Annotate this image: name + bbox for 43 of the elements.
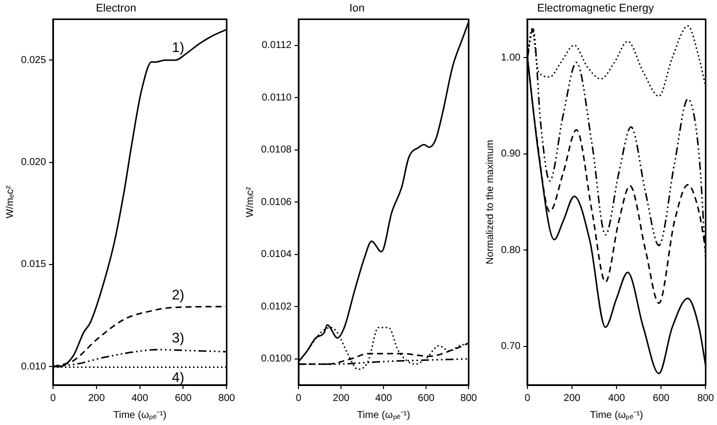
chart-title: Electron: [96, 2, 136, 15]
y-tick-label: 0.015: [20, 259, 46, 270]
x-tick-label: 800: [218, 392, 236, 404]
y-tick-label: 0.0106: [260, 196, 292, 208]
y-tick-label: 0.90: [500, 148, 521, 160]
y-tick-label: 0.0108: [260, 144, 292, 156]
x-tick-label: 600: [174, 392, 192, 404]
y-axis-title: Normalized to the maximum: [484, 140, 496, 264]
x-tick-label: 400: [131, 392, 149, 404]
x-tick-label: 0: [524, 392, 531, 404]
y-axis-title: W/mₑc²: [4, 185, 16, 218]
x-axis-title: Time (ωₚₑ⁻¹): [590, 410, 644, 421]
y-tick-label: 0.0104: [260, 249, 292, 260]
series-label: 3): [172, 330, 184, 346]
y-tick-label: 0.0102: [260, 301, 292, 312]
x-axis-title: Time (ωₚₑ⁻¹): [113, 410, 166, 421]
x-tick-label: 400: [608, 392, 626, 404]
y-tick-label: 0.0100: [260, 354, 292, 365]
series-label: 4): [172, 369, 184, 386]
y-tick-label: 0.0110: [262, 92, 292, 104]
y-tick-label: 1.00: [500, 52, 521, 64]
x-tick-label: 800: [697, 392, 714, 404]
y-tick-label: 0.010: [20, 361, 46, 372]
x-tick-label: 0: [50, 392, 56, 404]
x-axis-title: Time (ωₚₑ⁻¹): [357, 410, 410, 421]
x-tick-label: 0: [296, 392, 302, 404]
y-tick-label: 0.020: [20, 157, 46, 168]
y-tick-label: 0.0112: [262, 40, 292, 52]
x-tick-label: 800: [460, 392, 478, 404]
x-tick-label: 200: [88, 392, 106, 404]
chart-title: Electromagnetic Energy: [537, 2, 654, 15]
series-label: 1): [172, 38, 184, 55]
y-axis-title: W/mᵢc²: [244, 186, 256, 218]
x-tick-label: 400: [375, 392, 392, 404]
y-tick-label: 0.70: [500, 341, 521, 352]
x-tick-label: 200: [564, 392, 581, 404]
x-tick-label: 200: [332, 392, 350, 404]
y-tick-label: 0.025: [20, 54, 46, 66]
series-label: 2): [172, 286, 184, 302]
x-tick-label: 600: [652, 392, 670, 404]
chart-title: Ion: [349, 2, 365, 15]
y-tick-label: 0.80: [500, 244, 521, 256]
x-tick-label: 600: [418, 392, 435, 404]
